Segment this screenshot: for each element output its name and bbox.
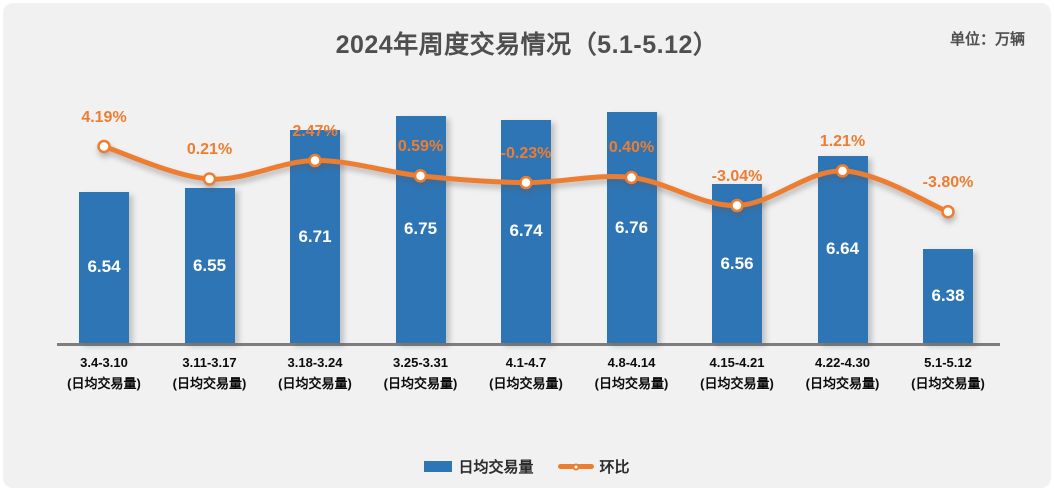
x-axis-label: 3.4-3.10 (日均交易量) [39,352,169,394]
plot-area: 6.54 6.55 6.71 6.75 6.74 6.76 6.56 6.64 6.38 3.4-… [3,3,1051,488]
x-axis-label-range: 3.11-3.17 [182,355,237,370]
x-axis-label-sub: (日均交易量) [911,376,985,391]
x-axis-label-range: 4.8-4.14 [607,355,656,370]
x-axis-label: 4.8-4.14 (日均交易量) [567,352,697,394]
circle-marker-icon [572,463,579,470]
bar-value-label: 6.75 [403,219,438,239]
line-marker [941,204,955,219]
line-value-label: -3.80% [922,173,974,191]
x-axis-label-sub: (日均交易量) [383,376,458,391]
line-value-label: -0.23% [500,144,552,162]
x-axis-label-range: 4.1-4.7 [505,355,547,370]
x-axis-label-sub: (日均交易量) [594,376,669,391]
line-value-label: 0.59% [397,137,444,155]
x-axis-label-sub: (日均交易量) [172,376,247,391]
x-axis-label: 5.1-5.12 (日均交易量) [883,352,1013,394]
legend-item-line: 环比 [557,456,630,477]
x-axis-label: 4.15-4.21 (日均交易量) [672,352,802,394]
line-swatch-icon [557,463,594,470]
legend-item-bar: 日均交易量 [424,456,534,477]
x-axis-line [57,343,1000,346]
line-value-label: 1.21% [819,132,866,150]
x-axis-label-range: 3.25-3.31 [393,355,448,370]
line-value-label: 0.40% [608,139,655,157]
bar: 6.56 [712,184,762,343]
x-axis-label: 3.11-3.17 (日均交易量) [145,352,275,394]
bar-value-label: 6.64 [825,239,860,259]
legend-label-bar: 日均交易量 [458,459,534,476]
legend-label-line: 环比 [599,459,630,476]
line-value-label: 0.21% [186,141,233,158]
line-value-label: 2.47% [292,122,338,140]
x-axis-label-range: 4.15-4.21 [709,355,765,370]
x-axis-label-range: 5.1-5.12 [924,355,972,370]
x-axis-label-range: 3.18-3.24 [287,355,343,370]
bar-value-label: 6.55 [192,255,227,275]
x-axis-label: 3.25-3.31 (日均交易量) [356,352,486,394]
x-axis-label-sub: (日均交易量) [67,376,141,391]
x-axis-label-sub: (日均交易量) [805,376,880,391]
bar: 6.64 [817,155,868,343]
x-axis-label-sub: (日均交易量) [489,376,563,391]
line-marker [202,172,217,186]
x-axis-label: 4.1-4.7 (日均交易量) [461,352,591,394]
chart-card: 2024年周度交易情况（5.1-5.12） 单位：万辆 6.54 6.55 6.71… [3,3,1051,488]
line-value-label: -3.04% [711,167,763,185]
line-marker [97,139,111,154]
x-axis-label-range: 3.4-3.10 [80,355,128,370]
bar-value-label: 6.38 [931,286,965,306]
x-axis-label-range: 4.22-4.30 [815,355,870,370]
bar-value-label: 6.76 [614,217,649,237]
legend: 日均交易量 环比 [3,456,1051,477]
x-axis-label-sub: (日均交易量) [700,376,774,391]
bar-value-label: 6.54 [87,257,121,277]
x-axis-label: 4.22-4.30 (日均交易量) [778,352,908,394]
bar-value-label: 6.71 [298,226,332,246]
bar: 6.55 [184,188,235,343]
line-value-label: 4.19% [81,108,127,126]
x-axis-label: 3.18-3.24 (日均交易量) [250,352,380,394]
bar-value-label: 6.74 [509,221,543,241]
chart-title: 2024年周度交易情况（5.1-5.12） [335,31,719,59]
bar: 6.38 [923,249,973,343]
bar-value-label: 6.56 [720,253,754,273]
x-axis-label-sub: (日均交易量) [278,376,352,391]
bar: 6.54 [79,191,129,343]
bar-swatch-icon [424,461,453,472]
bar: 6.71 [290,130,340,343]
unit-label: 单位：万辆 [949,31,1025,48]
